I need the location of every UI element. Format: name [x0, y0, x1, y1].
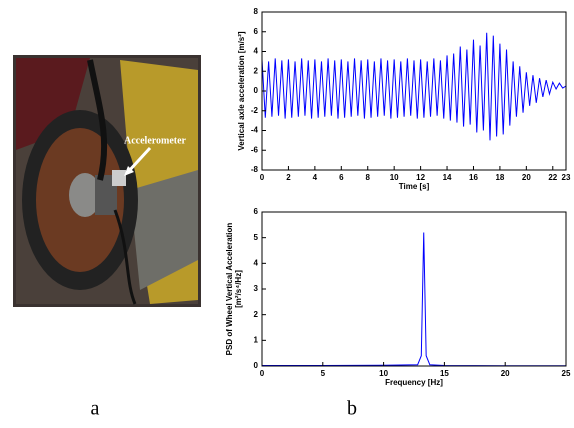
data-line	[261, 32, 567, 141]
x-tick-label: 6	[339, 173, 344, 182]
panel-label: b	[347, 398, 357, 420]
x-tick-label: 0	[260, 369, 265, 378]
photo-annotation: Accelerometer	[124, 135, 187, 146]
x-axis-label: Frequency [Hz]	[385, 378, 443, 387]
x-tick-label: 2	[286, 173, 291, 182]
x-tick-label: 16	[469, 173, 478, 182]
y-tick-label: 4	[254, 258, 259, 267]
y-tick-label: -8	[251, 165, 259, 174]
y-axis-label: PSD of Wheel Vertical Acceleration	[225, 223, 234, 356]
y-tick-label: 2	[254, 66, 259, 75]
y-tick-label: 5	[254, 233, 259, 242]
x-tick-label: 20	[522, 173, 531, 182]
x-tick-label: 18	[495, 173, 504, 182]
y-tick-label: 0	[254, 361, 259, 370]
x-tick-label: 12	[416, 173, 425, 182]
y-tick-label: 8	[254, 7, 259, 16]
y-tick-label: -6	[251, 145, 259, 154]
y-axis-label: [m²/s⁴/Hz]	[234, 270, 243, 308]
y-tick-label: 2	[254, 310, 259, 319]
x-tick-label: 14	[443, 173, 452, 182]
data-line	[262, 232, 566, 367]
x-tick-label: 25	[562, 369, 571, 378]
x-tick-label: 15	[440, 369, 449, 378]
y-tick-label: -2	[251, 106, 259, 115]
plot-frame	[261, 11, 567, 171]
panel-label: a	[91, 398, 100, 420]
x-tick-label: 10	[379, 369, 388, 378]
plot-frame	[261, 211, 567, 367]
y-tick-label: 3	[254, 284, 259, 293]
x-tick-label: 5	[321, 369, 326, 378]
x-tick-label: 4	[313, 173, 318, 182]
y-tick-label: -4	[251, 126, 259, 135]
x-tick-label: 0	[260, 173, 265, 182]
y-tick-label: 4	[254, 47, 259, 56]
x-axis-label: Time [s]	[399, 182, 430, 191]
x-tick-label: 10	[390, 173, 399, 182]
y-tick-label: 6	[254, 207, 259, 216]
x-tick-label: 22	[548, 173, 557, 182]
photo: Accelerometer	[13, 55, 201, 307]
x-tick-label: 23	[562, 173, 571, 182]
y-tick-label: 0	[254, 86, 259, 95]
x-tick-label: 20	[501, 369, 510, 378]
y-axis-label: Vertical axle acceleration [m/s²]	[237, 31, 246, 151]
x-tick-label: 8	[366, 173, 371, 182]
y-tick-label: 6	[254, 27, 259, 36]
y-tick-label: 1	[254, 335, 259, 344]
